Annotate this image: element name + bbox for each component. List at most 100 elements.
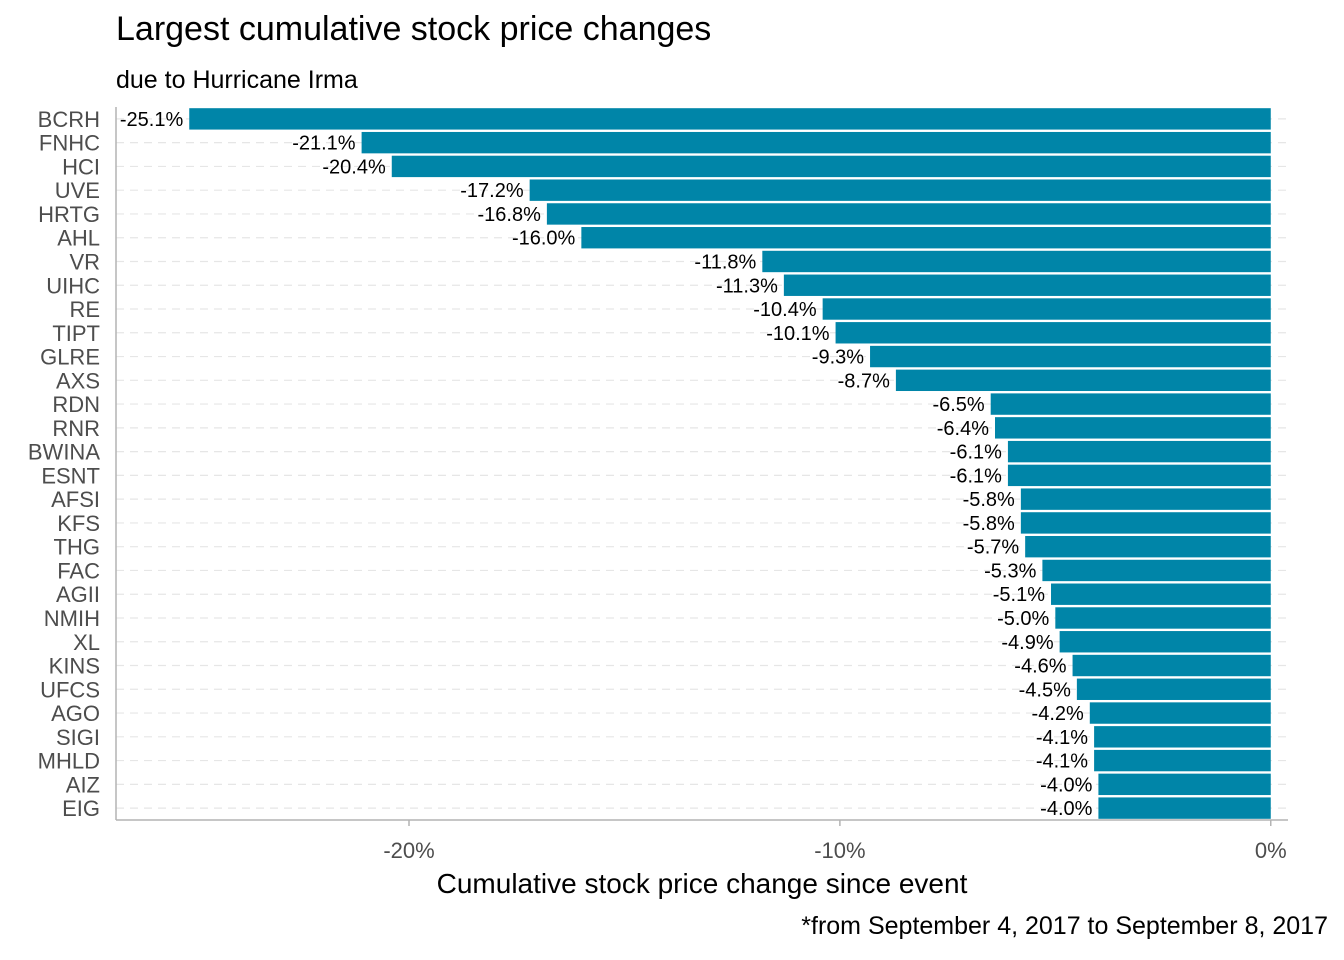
y-tick-label: UVE xyxy=(55,178,100,203)
bar xyxy=(762,250,1271,273)
data-label: -11.8% xyxy=(694,251,756,273)
y-tick-label: ESNT xyxy=(41,463,100,488)
chart-caption: *from September 4, 2017 to September 8, … xyxy=(801,912,1328,940)
bar xyxy=(835,322,1271,344)
bar xyxy=(546,203,1271,225)
data-label: -5.7% xyxy=(967,537,1019,559)
bar xyxy=(990,393,1271,415)
data-label: -5.1% xyxy=(993,584,1045,606)
bar xyxy=(1007,464,1271,487)
y-tick-label: FAC xyxy=(57,558,100,583)
bar xyxy=(822,298,1271,320)
y-tick-label: AGII xyxy=(56,582,100,607)
y-tick-label: THG xyxy=(54,535,100,560)
data-label: -4.1% xyxy=(1036,727,1088,749)
data-label: -16.0% xyxy=(512,228,576,250)
y-tick-label: RE xyxy=(69,297,100,322)
bar xyxy=(189,108,1271,130)
data-label: -6.4% xyxy=(937,418,989,440)
y-tick-label: NMIH xyxy=(44,606,100,631)
y-tick-label: KINS xyxy=(49,654,100,679)
y-tick-label: BWINA xyxy=(28,440,100,465)
y-tick-label: FNHC xyxy=(39,131,100,156)
x-tick-label: -20% xyxy=(383,838,434,863)
y-tick-label: MHLD xyxy=(38,749,100,774)
labels: -25.1% BCRH -21.1% FNHC -20.4% HCI -17.2% UVE -1… xyxy=(28,107,1287,863)
bar xyxy=(581,227,1271,249)
axes xyxy=(115,107,1288,826)
bars xyxy=(189,108,1271,819)
x-tick-label: 0% xyxy=(1255,838,1287,863)
data-label: -16.8% xyxy=(478,204,542,226)
y-tick-label: AGO xyxy=(51,701,100,726)
data-label: -11.3% xyxy=(716,275,778,297)
data-label: -4.5% xyxy=(1019,679,1071,701)
bar xyxy=(1025,535,1271,558)
data-label: -5.8% xyxy=(963,513,1015,535)
data-label: -6.5% xyxy=(932,394,984,416)
y-tick-label: UIHC xyxy=(46,273,100,298)
y-tick-label: HCI xyxy=(62,154,100,179)
y-tick-label: VR xyxy=(69,249,100,274)
bar xyxy=(361,131,1271,154)
data-label: -8.7% xyxy=(838,370,890,392)
data-label: -5.8% xyxy=(963,489,1015,511)
y-tick-label: XL xyxy=(73,630,100,655)
data-label: -6.1% xyxy=(950,465,1002,487)
data-label: -4.1% xyxy=(1036,751,1088,773)
y-tick-label: RDN xyxy=(52,392,100,417)
bar xyxy=(783,274,1271,296)
data-label: -4.0% xyxy=(1040,798,1092,820)
data-label: -5.3% xyxy=(984,560,1036,582)
bar xyxy=(1094,749,1271,772)
bar xyxy=(1051,583,1271,605)
bar xyxy=(995,417,1271,439)
data-label: -4.2% xyxy=(1032,703,1084,725)
bar xyxy=(1094,726,1271,748)
x-tick-label: -10% xyxy=(814,838,865,863)
data-label: -4.6% xyxy=(1014,656,1066,678)
y-tick-label: UFCS xyxy=(40,677,100,702)
y-tick-label: AIZ xyxy=(66,772,100,797)
y-tick-label: EIG xyxy=(62,796,100,821)
bar xyxy=(391,155,1271,178)
y-tick-label: KFS xyxy=(57,511,100,536)
y-tick-label: BCRH xyxy=(38,107,100,132)
bar xyxy=(1098,797,1271,819)
bar xyxy=(529,179,1271,201)
y-tick-label: AFSI xyxy=(51,487,100,512)
data-label: -9.3% xyxy=(812,347,864,369)
data-label: -21.1% xyxy=(292,133,356,155)
data-label: -17.2% xyxy=(460,180,524,202)
bar xyxy=(1055,607,1271,629)
data-label: -5.0% xyxy=(997,608,1049,630)
bar xyxy=(1042,559,1271,582)
bar xyxy=(1076,678,1271,700)
data-label: -4.9% xyxy=(1001,632,1053,654)
y-tick-label: AHL xyxy=(57,226,100,251)
x-axis-title: Cumulative stock price change since even… xyxy=(436,868,968,899)
chart-title: Largest cumulative stock price changes xyxy=(116,10,712,48)
y-tick-label: RNR xyxy=(52,416,100,441)
data-label: -20.4% xyxy=(322,156,386,178)
bar xyxy=(1007,440,1271,463)
data-label: -10.1% xyxy=(766,323,830,345)
bar xyxy=(1020,512,1271,534)
bar xyxy=(1020,488,1271,510)
y-tick-label: GLRE xyxy=(40,345,100,370)
bar xyxy=(1089,702,1271,724)
bar xyxy=(870,345,1271,368)
y-tick-label: TIPT xyxy=(52,321,100,346)
bar xyxy=(1059,631,1271,653)
bar xyxy=(1072,654,1271,677)
data-label: -10.4% xyxy=(753,299,817,321)
y-tick-label: SIGI xyxy=(56,725,100,750)
data-label: -25.1% xyxy=(120,109,184,131)
data-label: -6.1% xyxy=(950,442,1002,464)
y-tick-label: HRTG xyxy=(38,202,100,227)
data-label: -4.0% xyxy=(1040,774,1092,796)
bar xyxy=(895,369,1271,392)
y-tick-label: AXS xyxy=(56,368,100,393)
bar xyxy=(1098,773,1271,796)
